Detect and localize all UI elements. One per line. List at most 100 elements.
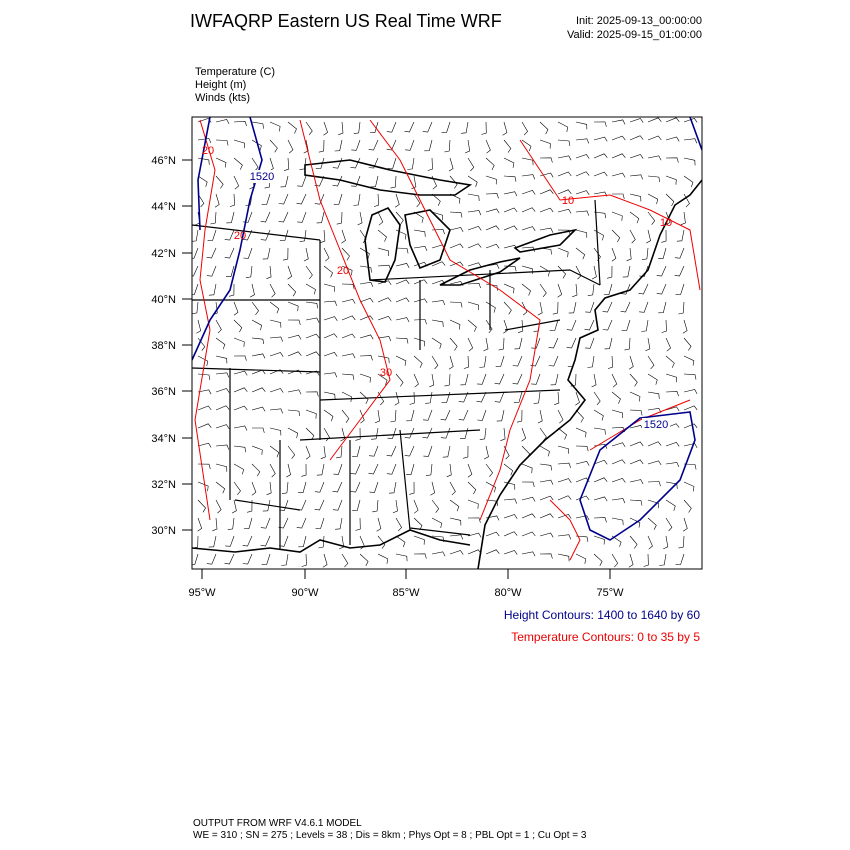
wind-barb xyxy=(467,262,482,268)
field-name: Temperature (C) xyxy=(195,66,275,78)
wind-barb xyxy=(404,121,415,133)
wind-barb xyxy=(266,481,272,496)
wind-barb xyxy=(537,409,543,424)
wind-barb xyxy=(431,337,442,349)
wind-barb xyxy=(413,279,428,285)
wind-barb xyxy=(377,355,390,364)
wind-barb xyxy=(539,283,547,298)
wind-barb xyxy=(372,499,379,513)
wind-barb xyxy=(279,229,289,241)
wind-barb xyxy=(251,387,266,393)
wind-barb xyxy=(413,517,423,531)
wind-barb xyxy=(572,283,578,298)
wind-barb xyxy=(647,135,662,141)
wind-barb xyxy=(476,391,487,403)
wind-barb xyxy=(575,154,590,159)
lat-label: 38°N xyxy=(151,340,176,352)
wind-barb xyxy=(323,409,334,422)
wind-barb xyxy=(611,535,622,547)
wind-barb xyxy=(413,211,424,223)
wind-barb xyxy=(624,337,631,351)
wind-barb xyxy=(575,515,590,521)
wind-barb xyxy=(247,499,253,513)
wind-barb xyxy=(503,207,518,213)
wind-barb xyxy=(665,462,680,468)
wind-barb xyxy=(359,247,370,259)
wind-barb xyxy=(332,499,343,511)
wind-barb xyxy=(335,517,343,530)
wind-barb xyxy=(305,265,313,280)
wind-barb xyxy=(665,355,675,368)
wind-barb xyxy=(422,427,433,439)
wind-barb xyxy=(287,265,293,280)
wind-barb xyxy=(431,229,445,235)
wind-barb xyxy=(338,121,344,136)
wind-barb xyxy=(557,229,571,236)
wind-barb xyxy=(287,409,300,417)
wind-barb xyxy=(316,211,325,224)
wind-barb xyxy=(449,261,464,267)
wind-barb xyxy=(279,535,289,547)
wind-barb xyxy=(350,463,361,475)
wind-barb xyxy=(341,391,353,402)
wind-barb xyxy=(377,211,384,226)
wind-barb xyxy=(315,517,325,529)
wind-barb xyxy=(575,247,586,260)
wind-barb xyxy=(675,553,685,565)
wind-barb xyxy=(370,175,379,188)
wind-barb xyxy=(192,553,199,565)
wind-barb xyxy=(279,499,289,511)
wind-barb xyxy=(512,355,523,367)
wind-barb xyxy=(233,355,247,361)
wind-barb xyxy=(369,481,379,493)
wind-barb xyxy=(611,553,619,568)
wind-barb xyxy=(341,229,346,244)
wind-barb xyxy=(575,427,587,438)
wind-barb xyxy=(503,139,512,153)
wind-barb xyxy=(251,301,259,315)
wind-barb xyxy=(233,445,246,453)
wind-barb xyxy=(287,389,302,395)
wind-barb xyxy=(323,283,335,292)
wind-barb xyxy=(552,301,559,315)
wind-barb xyxy=(359,553,369,567)
wind-barb xyxy=(521,481,535,487)
wind-barb xyxy=(549,319,559,331)
wind-barb xyxy=(557,171,572,177)
wind-barb xyxy=(629,409,643,416)
wind-barb xyxy=(467,499,479,509)
wind-barb xyxy=(611,247,617,262)
wind-barb xyxy=(593,247,601,261)
wind-barb xyxy=(261,193,271,205)
wind-barb xyxy=(215,444,230,450)
wind-barb xyxy=(575,460,590,466)
wind-barb xyxy=(485,225,500,231)
wind-barb xyxy=(395,297,410,303)
wind-barb xyxy=(557,445,569,454)
wind-barb xyxy=(323,372,338,378)
wind-barb xyxy=(557,427,567,440)
wind-barb xyxy=(463,445,469,459)
wind-barb xyxy=(425,463,433,476)
wind-barb xyxy=(260,229,271,241)
wind-barb xyxy=(206,265,217,277)
wind-barb xyxy=(424,139,433,152)
wind-barb xyxy=(252,427,265,433)
wind-barb xyxy=(554,391,560,405)
wind-barb xyxy=(305,121,313,136)
wind-barb xyxy=(539,227,554,233)
wind-barb xyxy=(458,391,469,403)
wind-barb xyxy=(442,445,451,458)
state-borders xyxy=(192,199,601,550)
wind-barb xyxy=(593,409,604,421)
wind-barbs xyxy=(192,117,698,568)
wind-barb xyxy=(449,211,463,218)
lat-label: 30°N xyxy=(151,525,176,537)
wind-barb xyxy=(251,353,266,359)
wind-barb xyxy=(665,517,673,532)
wind-barb xyxy=(422,409,433,421)
wind-barb xyxy=(503,244,518,250)
wind-barb xyxy=(395,211,404,225)
wind-barb xyxy=(296,193,307,205)
wind-barb xyxy=(658,301,667,314)
